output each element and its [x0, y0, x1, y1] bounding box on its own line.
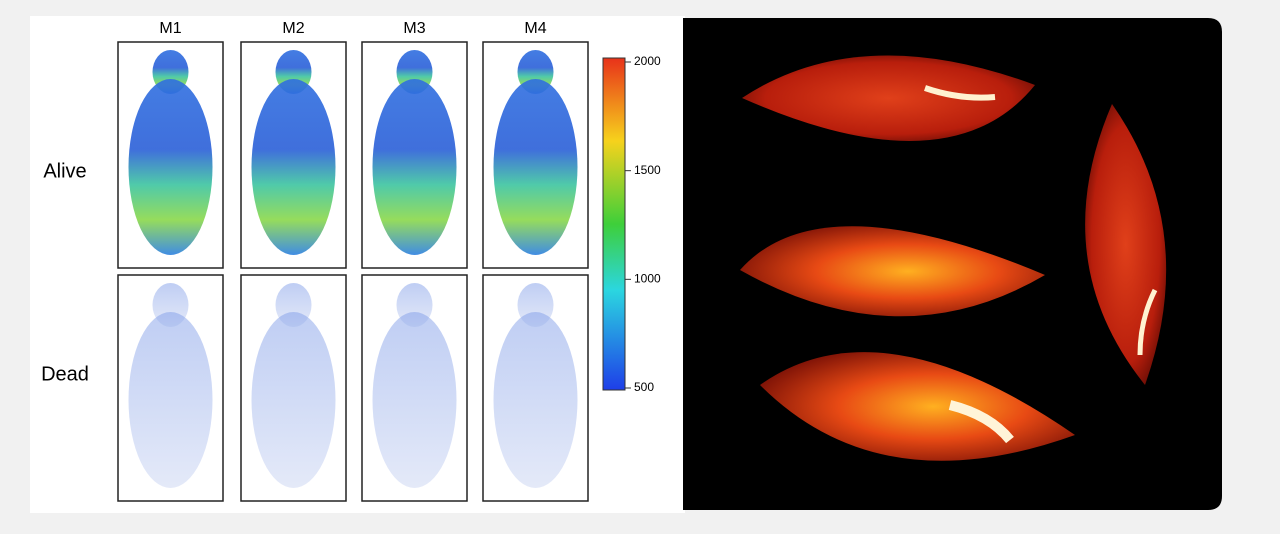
row-label: Alive	[43, 160, 86, 182]
leaves	[740, 55, 1167, 461]
column-label: M4	[524, 20, 546, 37]
colorbar	[602, 57, 626, 391]
mouse-body	[128, 312, 213, 488]
mouse-body	[251, 312, 336, 488]
mouse-body	[493, 79, 578, 255]
row-label: Dead	[41, 363, 89, 385]
leaf-highlight	[924, 85, 996, 101]
mouse-body	[251, 79, 336, 255]
colorbar-tick-label: 2000	[634, 54, 661, 68]
mouse-panels	[117, 41, 589, 502]
leaf	[760, 352, 1075, 461]
mouse-body	[128, 79, 213, 255]
mouse-body	[372, 312, 457, 488]
colorbar-tick-label: 1000	[634, 272, 661, 286]
colorbar-tick-label: 500	[634, 380, 654, 394]
column-label: M1	[159, 20, 181, 37]
mouse-body	[372, 79, 457, 255]
leaf-highlight	[1137, 288, 1158, 356]
column-label: M3	[403, 20, 425, 37]
mouse-body	[493, 312, 578, 488]
leaf	[740, 226, 1045, 317]
column-label: M2	[282, 20, 304, 37]
leaf-highlight	[948, 400, 1014, 444]
colorbar-tick-label: 1500	[634, 163, 661, 177]
leaf	[742, 55, 1035, 141]
